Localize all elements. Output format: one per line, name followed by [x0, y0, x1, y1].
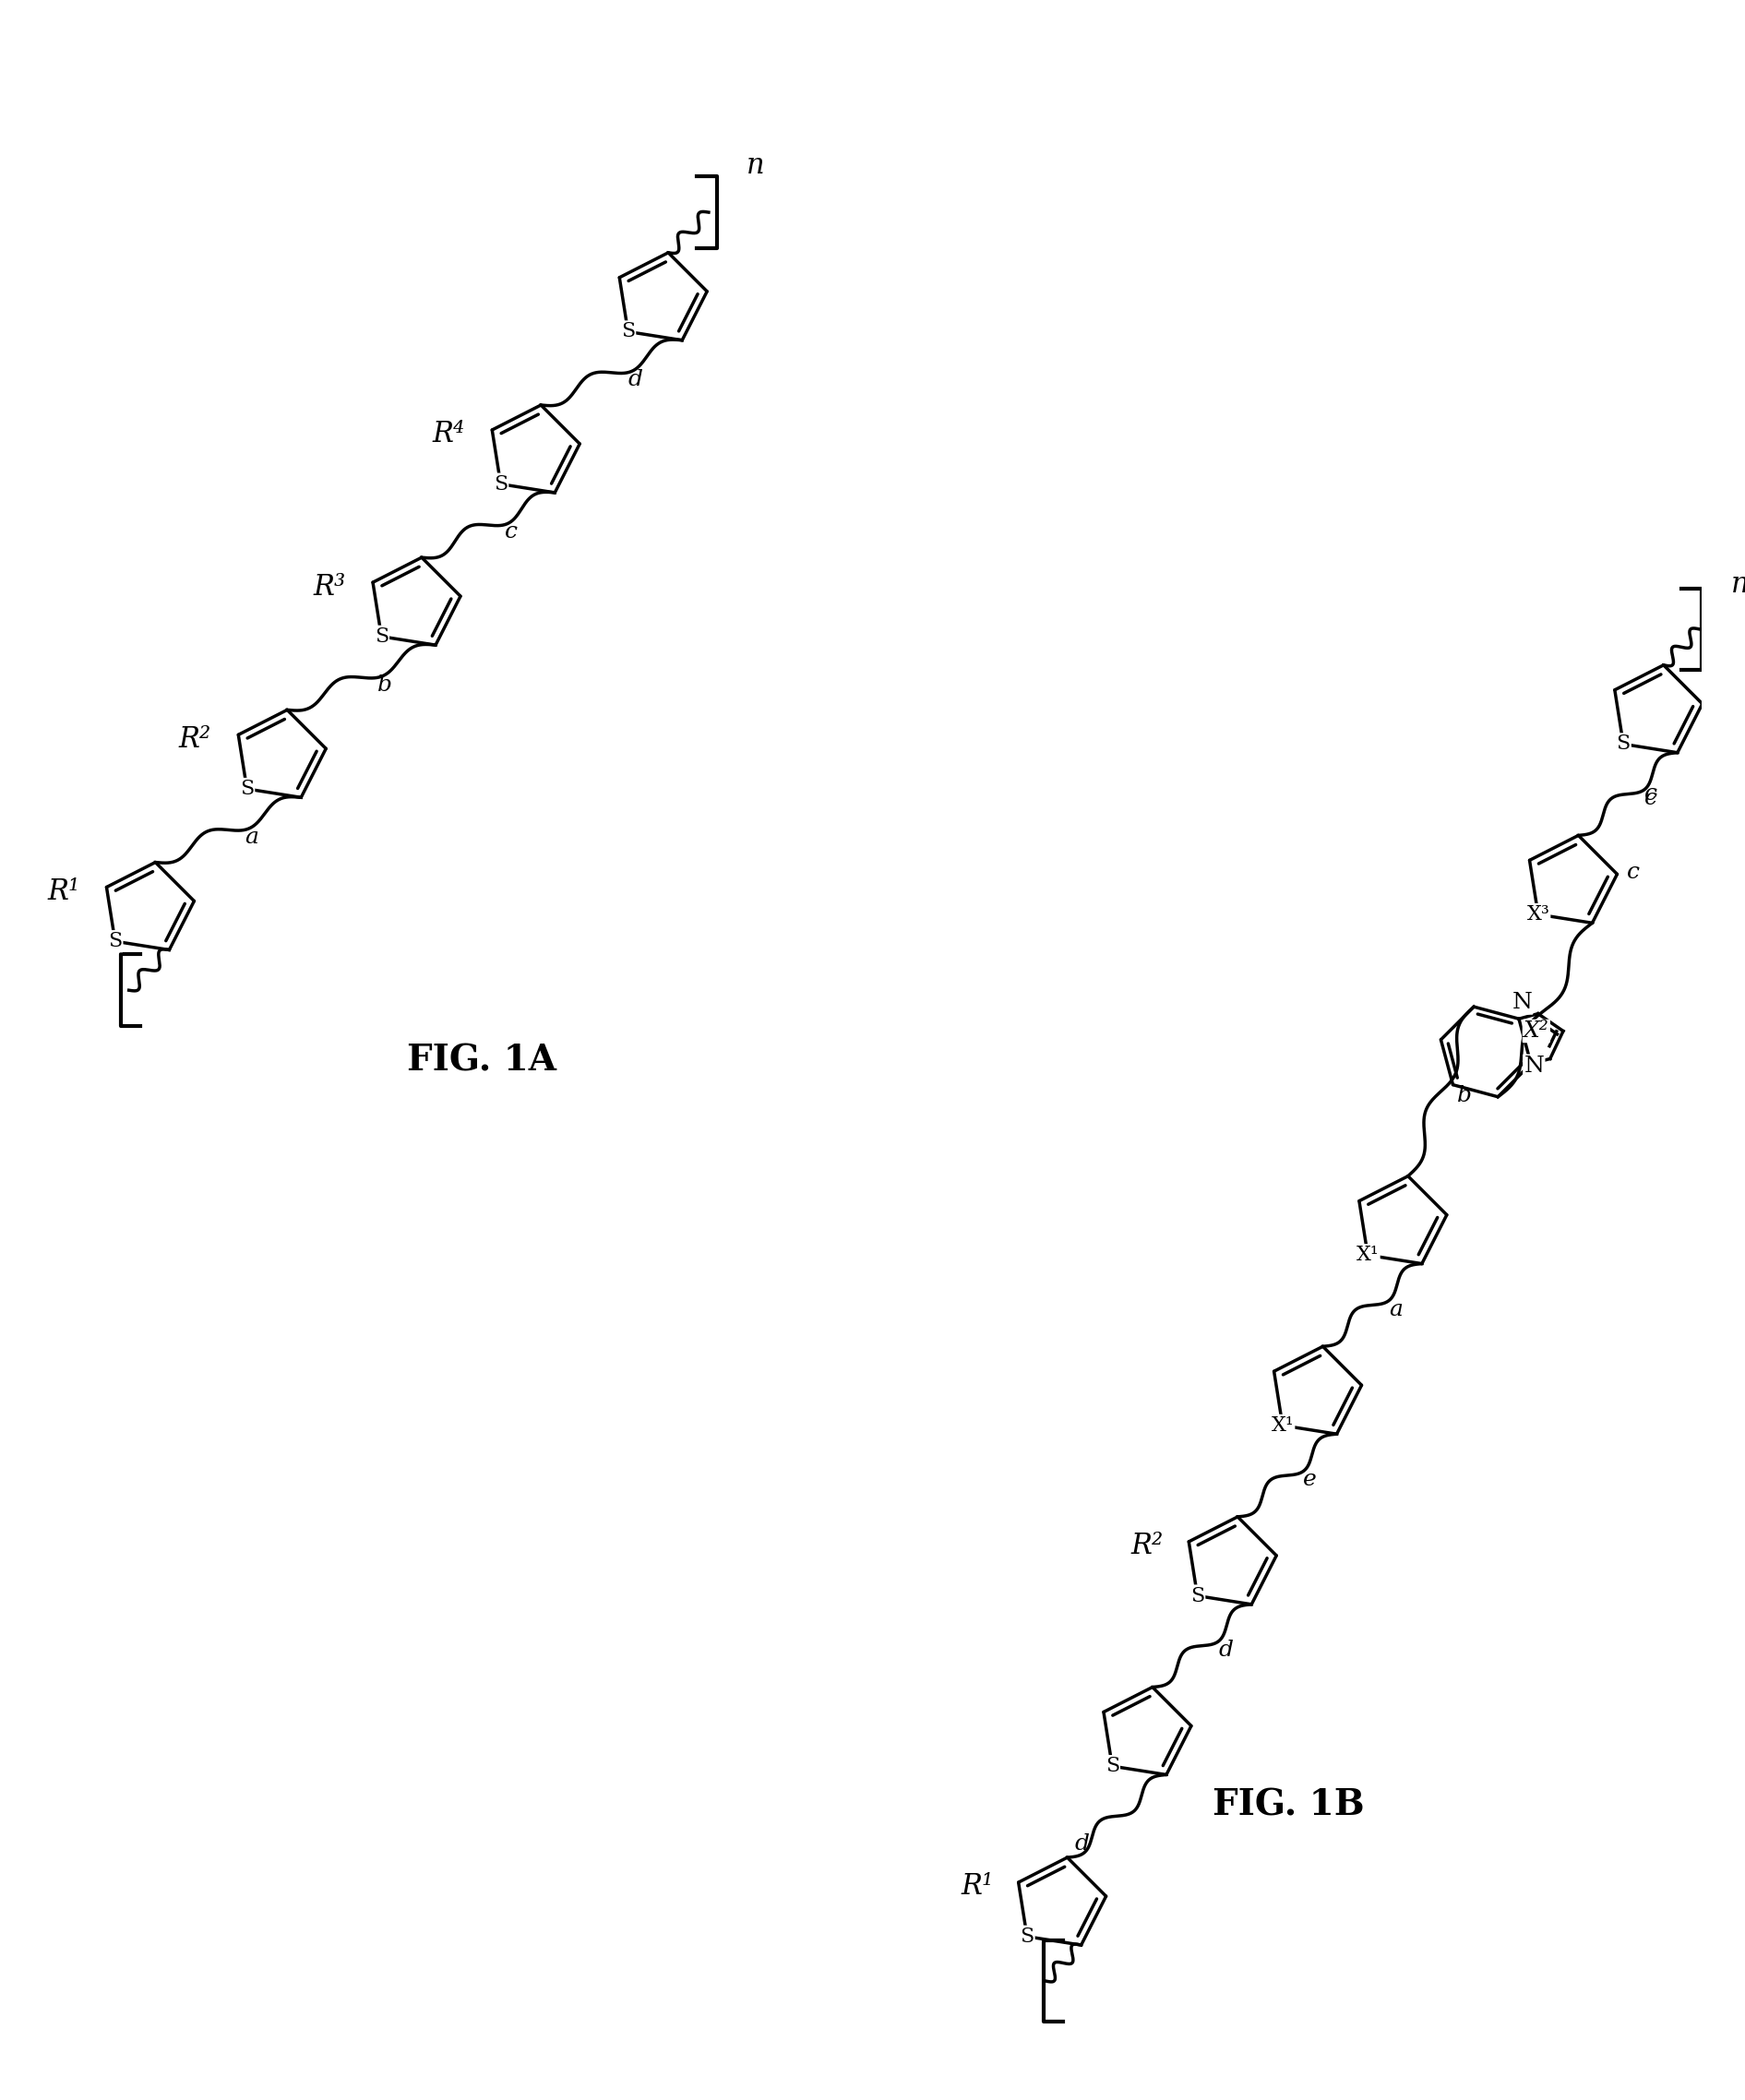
Text: d: d — [1075, 1833, 1089, 1854]
Text: FIG. 1A: FIG. 1A — [407, 1044, 557, 1077]
Text: R⁴: R⁴ — [433, 420, 466, 449]
Text: S: S — [239, 779, 255, 798]
Text: N: N — [1511, 993, 1532, 1014]
Text: X¹: X¹ — [1356, 1245, 1379, 1266]
Text: S: S — [1105, 1756, 1119, 1777]
Text: S: S — [108, 930, 122, 951]
Text: S: S — [1021, 1926, 1035, 1947]
Text: c: c — [504, 521, 517, 542]
Text: R¹: R¹ — [961, 1873, 993, 1901]
Text: R²: R² — [1131, 1531, 1164, 1560]
Text: N: N — [1523, 1056, 1544, 1077]
Text: X³: X³ — [1527, 905, 1550, 924]
Text: S: S — [621, 321, 635, 342]
Text: R²: R² — [180, 724, 211, 754]
Text: FIG. 1B: FIG. 1B — [1213, 1787, 1365, 1823]
Text: S: S — [375, 626, 389, 647]
Text: n: n — [1731, 569, 1745, 598]
Text: S: S — [494, 475, 508, 493]
Text: a: a — [1389, 1300, 1403, 1321]
Text: c: c — [1644, 788, 1658, 808]
Text: X²: X² — [1523, 1021, 1550, 1042]
Text: c: c — [1626, 861, 1640, 884]
Text: e: e — [1304, 1470, 1317, 1491]
Text: b: b — [1457, 1086, 1471, 1107]
Text: n: n — [747, 151, 764, 181]
Text: d: d — [628, 370, 642, 391]
Text: S: S — [1616, 733, 1630, 754]
Text: R¹: R¹ — [47, 878, 80, 905]
Text: c: c — [1644, 783, 1658, 804]
Text: X¹: X¹ — [1270, 1415, 1295, 1436]
Text: b: b — [377, 674, 393, 695]
Text: R³: R³ — [314, 573, 346, 601]
Text: a: a — [244, 827, 258, 848]
Text: S: S — [1190, 1586, 1204, 1606]
Text: d: d — [1218, 1640, 1234, 1661]
